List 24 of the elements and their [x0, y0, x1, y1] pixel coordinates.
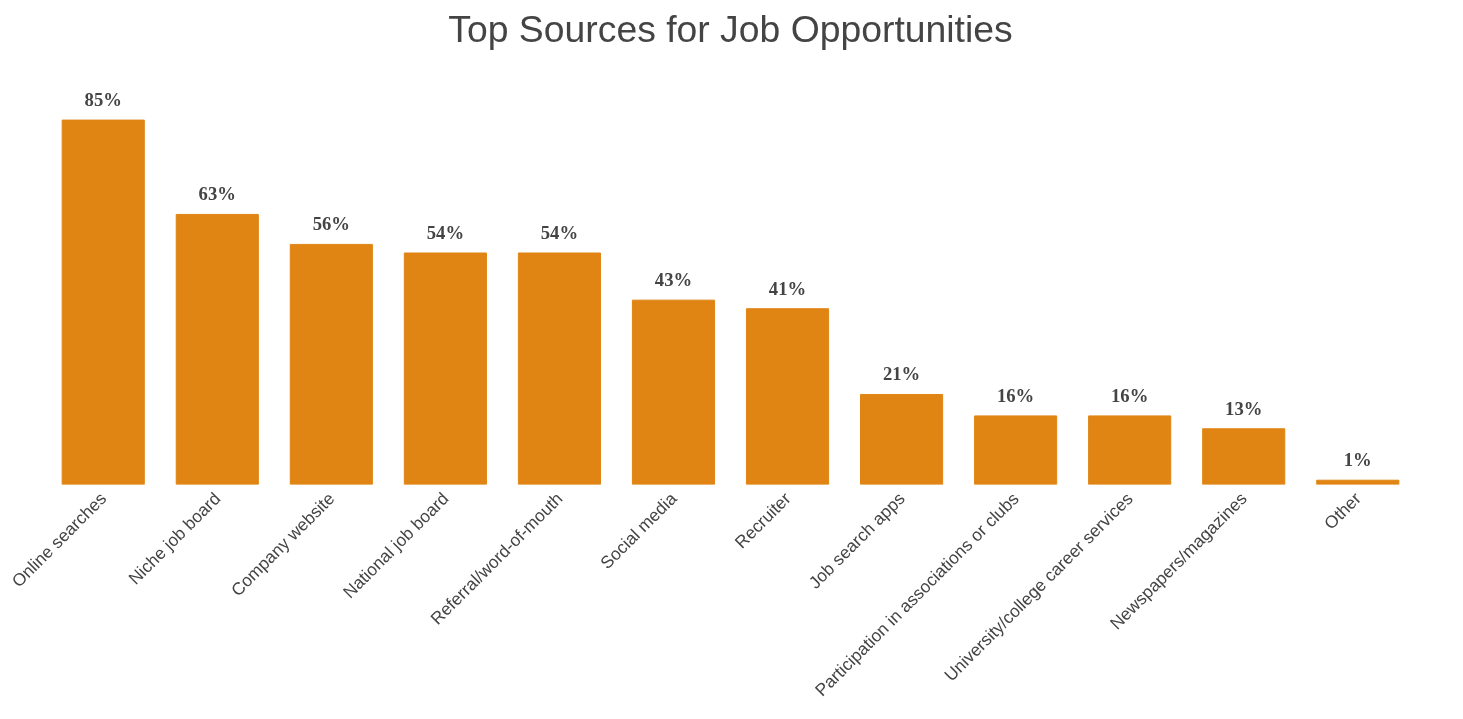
data-label: 85% [84, 89, 122, 111]
data-label: 54% [540, 221, 579, 243]
bar [517, 252, 601, 485]
data-label: 1% [1343, 449, 1372, 471]
data-label: 13% [1225, 397, 1263, 419]
bar [61, 119, 145, 485]
bar [631, 299, 716, 485]
data-label: 16% [996, 384, 1035, 406]
data-label: 16% [1111, 384, 1149, 406]
data-label: 54% [426, 221, 465, 243]
bar [860, 393, 944, 485]
bar [745, 308, 830, 485]
bar [289, 243, 373, 485]
bar [1202, 428, 1286, 485]
data-label: 43% [654, 269, 693, 291]
data-label: 21% [882, 363, 921, 385]
bar [403, 252, 487, 485]
bar [974, 415, 1058, 485]
data-label: 56% [312, 213, 350, 235]
data-label: 63% [198, 183, 236, 205]
data-label: 41% [768, 277, 807, 299]
chart-title: Top Sources for Job Opportunities [448, 7, 1013, 50]
bar [1088, 415, 1172, 485]
bar [175, 213, 259, 485]
